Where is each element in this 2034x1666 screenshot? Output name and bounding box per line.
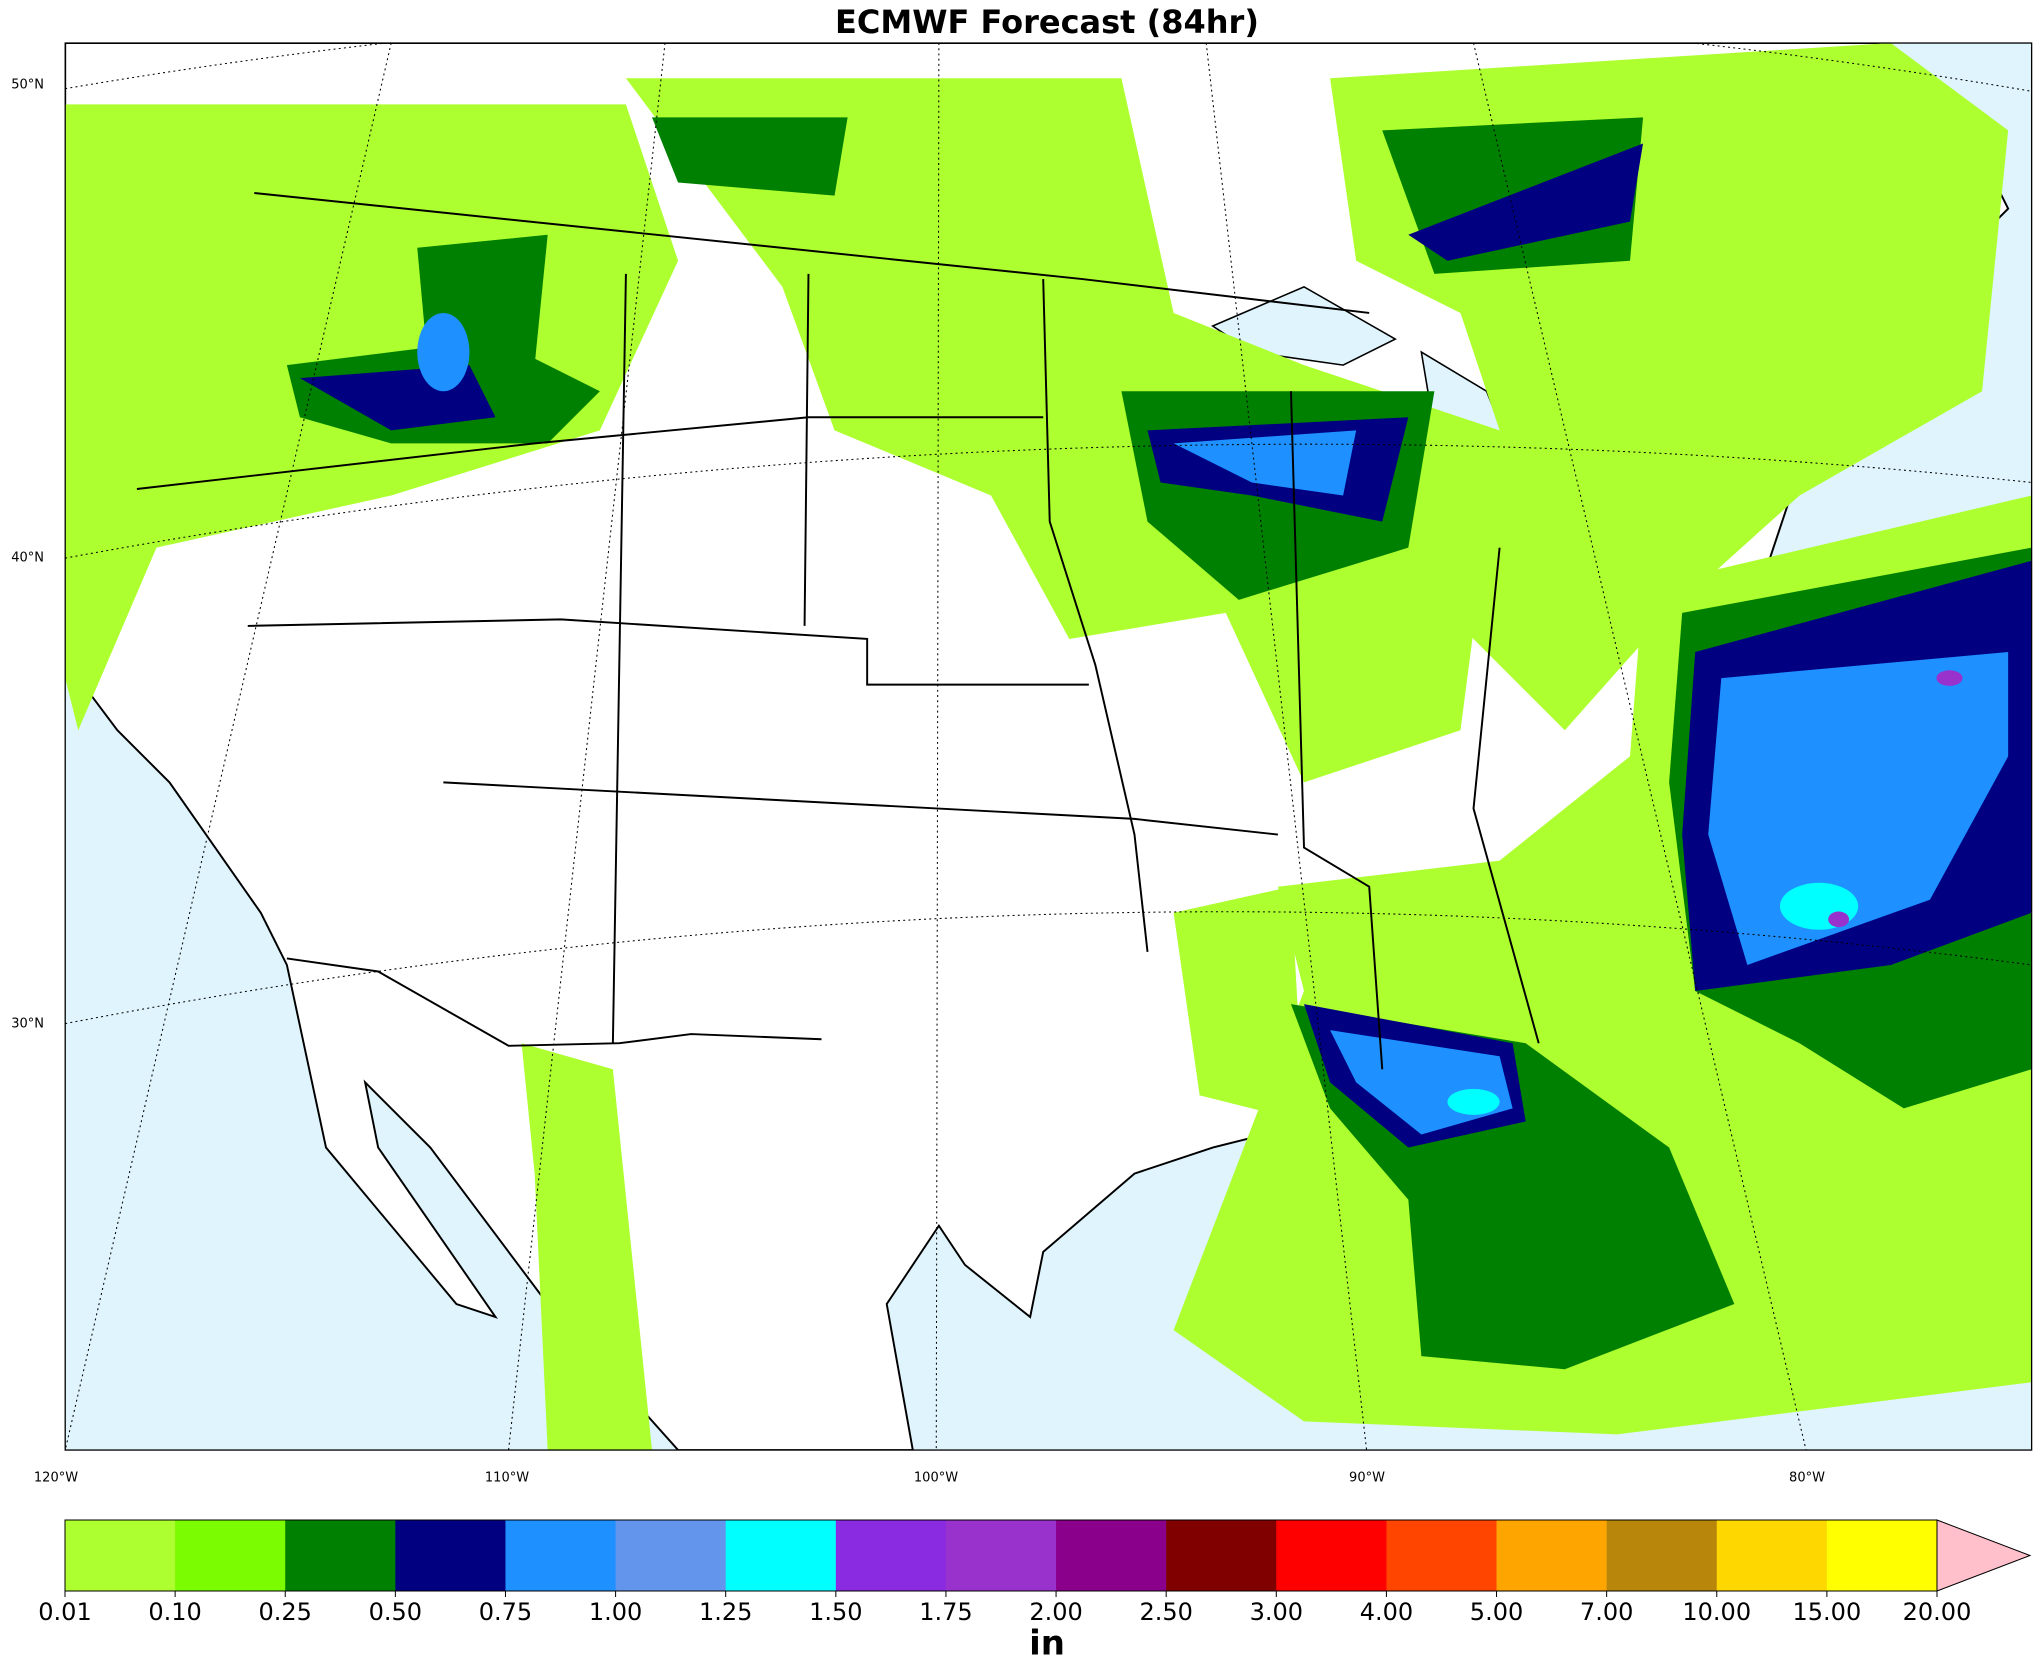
colorbar-tick-label: 10.00 <box>1682 1598 1751 1626</box>
title: ECMWF Forecast (84hr) <box>835 3 1259 41</box>
colorbar-box <box>1276 1520 1387 1591</box>
colorbar-box <box>285 1520 396 1591</box>
colorbar-tick-label: 0.50 <box>369 1598 422 1626</box>
colorbar-tick-label: 1.75 <box>919 1598 972 1626</box>
colorbar-tick-label: 1.50 <box>809 1598 862 1626</box>
colorbar-box <box>65 1520 176 1591</box>
colorbar-tick-label: 2.50 <box>1139 1598 1192 1626</box>
colorbar-box <box>395 1520 506 1591</box>
colorbar-tick-label: 0.10 <box>148 1598 201 1626</box>
colorbar-tick-label: 7.00 <box>1580 1598 1633 1626</box>
lat-label: 50°N <box>11 78 44 93</box>
borders <box>136 192 1540 1070</box>
colorbar-tick-label: 2.00 <box>1029 1598 1082 1626</box>
graticule <box>65 43 2032 1451</box>
colorbar-box <box>1826 1520 1938 1591</box>
colorbar-extend <box>1936 1519 2032 1592</box>
colorbar-tick-label: 1.25 <box>699 1598 752 1626</box>
lat-label: 30°N <box>11 1017 44 1032</box>
lon-label: 120°W <box>34 1471 78 1486</box>
colorbar-box <box>175 1520 286 1591</box>
colorbar-tick-label: 4.00 <box>1360 1598 1413 1626</box>
colorbar-tick-label: 1.00 <box>589 1598 642 1626</box>
lat-label: 40°N <box>11 551 44 566</box>
colorbar-label: in <box>1029 1624 1065 1664</box>
colorbar-box <box>1166 1520 1277 1591</box>
lon-label: 90°W <box>1349 1471 1385 1486</box>
map-labels: 50°N 40°N 30°N 120°W 110°W 100°W 90°W 80°W <box>11 78 1825 1486</box>
colorbar-box <box>945 1520 1057 1591</box>
colorbar-frame <box>64 1519 1937 1592</box>
colorbar-box <box>1606 1520 1718 1591</box>
lon-label: 100°W <box>914 1471 958 1486</box>
colorbar-tick-label: 0.01 <box>38 1598 91 1626</box>
precip-very-heavy <box>417 312 2009 1135</box>
map-frame <box>64 42 2033 1451</box>
lon-label: 110°W <box>485 1471 529 1486</box>
colorbar-box <box>1496 1520 1608 1591</box>
colorbar-tick-label: 15.00 <box>1793 1598 1862 1626</box>
colorbar-tick-label: 20.00 <box>1903 1598 1972 1626</box>
map <box>64 42 2033 1451</box>
colorbar-box <box>615 1520 727 1591</box>
lon-label: 80°W <box>1789 1471 1825 1486</box>
colorbar-tick-label: 5.00 <box>1470 1598 1523 1626</box>
precip-peak <box>1828 670 1963 928</box>
colorbar-box <box>835 1520 947 1591</box>
colorbar-box <box>1056 1520 1167 1591</box>
colorbar: 0.01 0.10 0.25 0.50 0.75 1.00 1.25 1.50 1.75 2.00… <box>38 1519 2032 1664</box>
colorbar-box <box>725 1520 837 1591</box>
colorbar-box <box>1386 1520 1498 1591</box>
colorbar-box <box>505 1520 617 1591</box>
colorbar-tick-label: 3.00 <box>1250 1598 1303 1626</box>
colorbar-tick-label: 0.25 <box>259 1598 312 1626</box>
colorbar-tick-label: 0.75 <box>479 1598 532 1626</box>
colorbar-box <box>1716 1520 1828 1591</box>
